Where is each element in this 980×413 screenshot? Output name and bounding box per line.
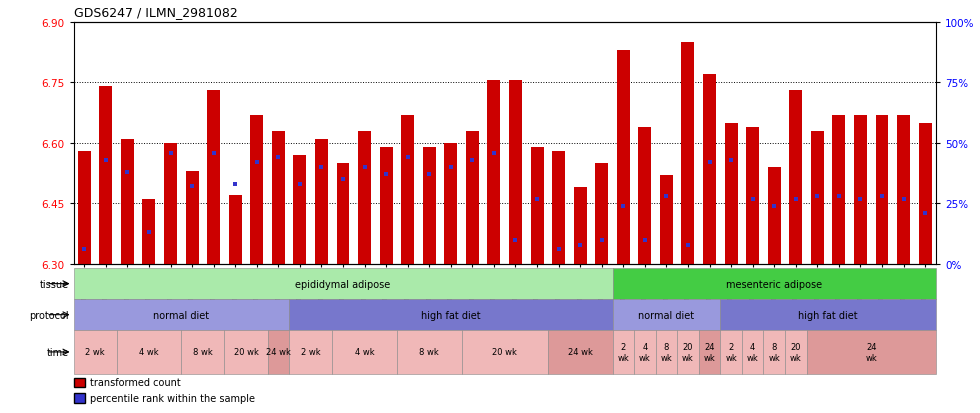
Text: 2 wk: 2 wk: [301, 348, 320, 356]
Bar: [185, 172, 199, 264]
Text: 8
wk: 8 wk: [768, 342, 780, 362]
Text: 8 wk: 8 wk: [419, 348, 439, 356]
Text: protocol: protocol: [29, 310, 69, 320]
Bar: [509, 81, 522, 264]
Bar: [315, 140, 328, 264]
Text: percentile rank within the sample: percentile rank within the sample: [90, 393, 255, 403]
Bar: [854, 115, 867, 264]
Bar: [77, 152, 91, 264]
Text: mesenteric adipose: mesenteric adipose: [726, 279, 822, 289]
Text: GDS6247 / ILMN_2981082: GDS6247 / ILMN_2981082: [74, 6, 237, 19]
Bar: [897, 115, 910, 264]
Bar: [789, 91, 803, 264]
Text: 20 wk: 20 wk: [492, 348, 517, 356]
Bar: [810, 131, 824, 264]
Text: 20
wk: 20 wk: [682, 342, 694, 362]
Text: 24
wk: 24 wk: [865, 342, 877, 362]
Bar: [616, 51, 630, 264]
Bar: [681, 43, 695, 264]
Bar: [660, 176, 673, 264]
Bar: [552, 152, 565, 264]
Bar: [638, 128, 652, 264]
Text: 4 wk: 4 wk: [355, 348, 374, 356]
Bar: [724, 123, 738, 264]
Bar: [444, 144, 458, 264]
Bar: [379, 147, 393, 264]
Bar: [918, 123, 932, 264]
Bar: [530, 147, 544, 264]
Bar: [487, 81, 501, 264]
Text: 4
wk: 4 wk: [639, 342, 651, 362]
Bar: [573, 188, 587, 264]
Text: 24
wk: 24 wk: [704, 342, 715, 362]
Bar: [142, 200, 156, 264]
Bar: [336, 164, 350, 264]
Bar: [99, 87, 113, 264]
Text: high fat diet: high fat diet: [799, 310, 858, 320]
Text: 2
wk: 2 wk: [725, 342, 737, 362]
Text: 20
wk: 20 wk: [790, 342, 802, 362]
Bar: [164, 144, 177, 264]
Bar: [832, 115, 846, 264]
Bar: [875, 115, 889, 264]
Text: 2
wk: 2 wk: [617, 342, 629, 362]
Bar: [228, 196, 242, 264]
Bar: [271, 131, 285, 264]
Text: transformed count: transformed count: [90, 377, 181, 387]
Bar: [767, 168, 781, 264]
Bar: [703, 75, 716, 264]
Text: high fat diet: high fat diet: [421, 310, 480, 320]
Bar: [358, 131, 371, 264]
Bar: [207, 91, 220, 264]
Text: 8
wk: 8 wk: [661, 342, 672, 362]
Text: normal diet: normal diet: [638, 310, 695, 320]
Bar: [466, 131, 479, 264]
Bar: [121, 140, 134, 264]
Text: 20 wk: 20 wk: [233, 348, 259, 356]
Bar: [422, 147, 436, 264]
Text: epididymal adipose: epididymal adipose: [295, 279, 391, 289]
Text: normal diet: normal diet: [153, 310, 210, 320]
Text: 24 wk: 24 wk: [567, 348, 593, 356]
Text: 24 wk: 24 wk: [266, 348, 291, 356]
Text: time: time: [46, 347, 69, 357]
Text: 4
wk: 4 wk: [747, 342, 759, 362]
Text: 8 wk: 8 wk: [193, 348, 213, 356]
Bar: [293, 156, 307, 264]
Text: tissue: tissue: [39, 279, 69, 289]
Text: 4 wk: 4 wk: [139, 348, 159, 356]
Bar: [401, 115, 415, 264]
Bar: [746, 128, 760, 264]
Text: 2 wk: 2 wk: [85, 348, 105, 356]
Bar: [250, 115, 264, 264]
Bar: [595, 164, 609, 264]
